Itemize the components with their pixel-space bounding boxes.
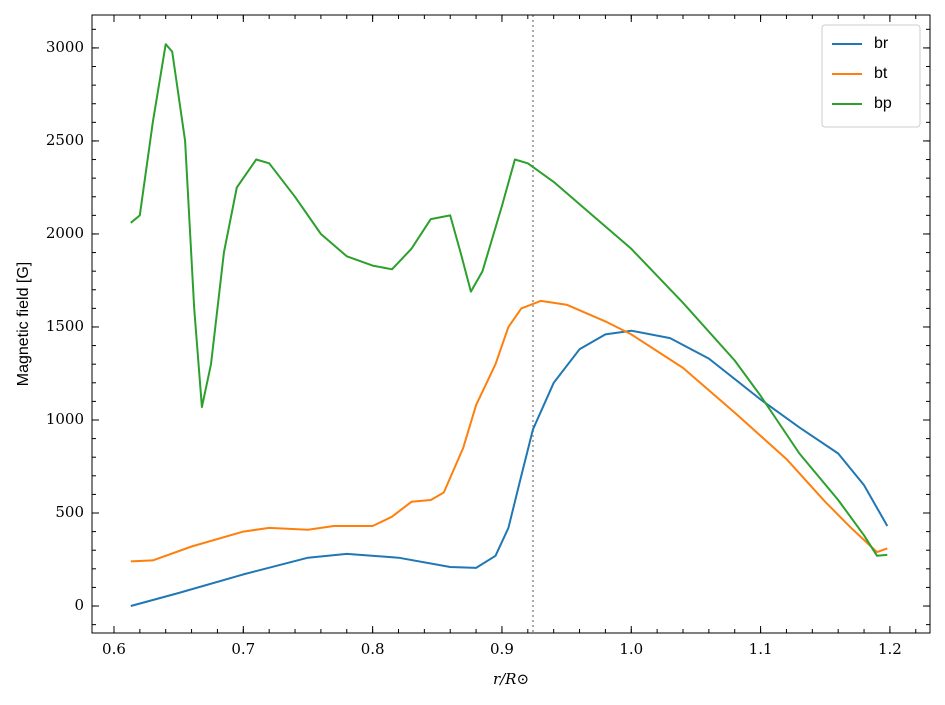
legend-box [821, 24, 921, 128]
x-axis-label: r/R⊙ [493, 670, 529, 688]
plot-frame [91, 14, 931, 634]
y-tick-label: 0 [74, 596, 84, 614]
x-tick-label: 1.2 [878, 640, 902, 658]
data-line [130, 329, 889, 607]
data-line [130, 299, 888, 563]
x-tick-label: 1.0 [619, 640, 643, 658]
x-tick-label: 0.8 [361, 640, 385, 658]
legend-label: br [874, 35, 889, 52]
y-tick-label: 3000 [46, 38, 84, 56]
y-tick-label: 1000 [46, 410, 84, 428]
x-tick-label: 0.7 [231, 640, 255, 658]
x-tick-label: 0.9 [490, 640, 514, 658]
x-tick-label: 0.6 [102, 640, 126, 658]
x-tick-label: 1.1 [749, 640, 773, 658]
y-tick-label: 500 [55, 503, 84, 521]
data-line [130, 43, 888, 557]
legend-label: bt [874, 65, 888, 82]
y-tick-label: 2000 [46, 224, 84, 242]
y-axis-label: Magnetic field [G] [15, 262, 32, 387]
legend-label: bp [874, 95, 892, 112]
y-tick-label: 2500 [46, 131, 84, 149]
y-tick-label: 1500 [46, 317, 84, 335]
